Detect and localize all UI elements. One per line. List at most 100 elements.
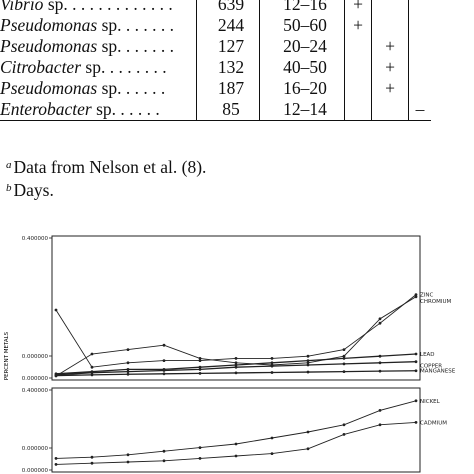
organism-suffix: sp. . . . . . (91, 99, 160, 119)
data-point (306, 354, 310, 358)
data-point (234, 371, 238, 375)
data-point (378, 361, 382, 365)
data-point (126, 453, 130, 457)
data-point (198, 357, 202, 360)
mark-cell-1 (344, 57, 372, 78)
data-point (342, 354, 346, 358)
count-cell: 132 (196, 57, 260, 78)
footnote-a-mark: a (6, 159, 12, 171)
footnote-b-mark: b (6, 182, 12, 194)
series-label: NICKEL (420, 399, 441, 405)
data-point (306, 430, 310, 434)
count-cell: 244 (196, 15, 260, 36)
footnote-b-text: Days. (13, 180, 54, 200)
organism-suffix: sp. . . . . . . (97, 36, 175, 56)
mark-cell-3: – (408, 99, 431, 121)
mark-cell-2: + (371, 78, 409, 99)
mark-cell-1: + (344, 0, 372, 15)
data-point (270, 371, 274, 374)
organism-name: Enterobacter (0, 99, 92, 119)
table-row: Pseudomonas sp. . . . . . 187 16–20 + (0, 78, 431, 99)
series-label: MANGANESE (420, 369, 456, 375)
data-point (342, 433, 346, 436)
data-point (414, 369, 418, 373)
data-point (414, 293, 418, 296)
data-point (306, 359, 310, 362)
table-row: Enterobacter sp. . . . . . 85 12–14– (0, 99, 431, 121)
organism-suffix: sp. . . . . . . (97, 15, 175, 35)
data-point (414, 399, 418, 403)
organism-cell: Enterobacter sp. . . . . . (0, 99, 197, 121)
series-label: LEAD (420, 352, 435, 358)
mark-cell-1 (344, 78, 372, 99)
data-point (54, 308, 58, 312)
organism-table-section: Vibrio sp. . . . . . . . . . . . . 639 12–… (0, 0, 474, 150)
y-tick-label: 0.400000 (22, 388, 49, 394)
count-cell: 127 (196, 36, 260, 57)
data-point (378, 423, 382, 427)
data-point (126, 348, 130, 351)
organism-cell: Pseudomonas sp. . . . . . . (0, 15, 197, 36)
data-point (162, 359, 166, 362)
data-point (414, 421, 418, 424)
data-point (162, 449, 166, 453)
data-point (414, 352, 418, 356)
series-line-zinc (55, 294, 417, 368)
data-point (162, 369, 166, 372)
data-point (162, 372, 166, 376)
data-point (198, 457, 202, 460)
y-tick-label: 0.000000 (22, 446, 49, 452)
data-point (306, 370, 310, 374)
range-cell: 16–20 (259, 78, 345, 99)
range-cell: 50–60 (259, 15, 345, 36)
range-cell: 40–50 (259, 57, 345, 78)
data-point (198, 359, 202, 362)
count-cell: 639 (196, 0, 260, 15)
panel-frame-1 (51, 235, 421, 381)
data-point (378, 409, 382, 412)
data-point (234, 361, 238, 365)
data-point (126, 370, 130, 373)
data-point (414, 295, 418, 299)
organism-name: Pseudomonas (0, 78, 98, 98)
organism-table: Vibrio sp. . . . . . . . . . . . . 639 12–… (0, 0, 431, 121)
panel-frame-2 (51, 387, 421, 473)
table-row: Pseudomonas sp. . . . . . . 127 20–24 + (0, 36, 431, 57)
footnote-a: a Data from Nelson et al. (8). (6, 157, 206, 178)
table-row: Vibrio sp. . . . . . . . . . . . . 639 12–… (0, 0, 431, 15)
mark-cell-1 (344, 36, 372, 57)
data-point (54, 463, 58, 466)
organism-name: Pseudomonas (0, 36, 98, 56)
data-point (234, 363, 238, 367)
mark-cell-1 (344, 99, 372, 121)
data-point (378, 354, 382, 358)
data-point (162, 459, 166, 463)
data-point (54, 374, 58, 377)
table-row: Pseudomonas sp. . . . . . . 244 50–60 + (0, 15, 431, 36)
series-label: ZINC (420, 293, 434, 299)
data-point (270, 436, 274, 440)
data-point (198, 365, 202, 369)
chart-frame: 0.400000 0.000000 0.000000 0.400000 0.000000… (22, 235, 421, 474)
organism-name: Pseudomonas (0, 15, 98, 35)
data-point (90, 455, 94, 459)
data-point (126, 460, 130, 464)
range-cell: 12–16 (259, 0, 345, 15)
y-tick-label: 0.000000 (22, 376, 49, 382)
organism-cell: Pseudomonas sp. . . . . . . (0, 36, 197, 57)
data-point (90, 352, 94, 356)
y-tick-label: 0.000000 (22, 468, 49, 474)
data-point (414, 360, 418, 364)
y-tick-label: 0.000000 (22, 354, 49, 360)
data-point (342, 357, 346, 360)
data-point (270, 361, 274, 365)
table-row: Citrobacter sp. . . . . . . . 132 40–50 + (0, 57, 431, 78)
mark-cell-3 (408, 57, 431, 78)
data-point (90, 365, 94, 369)
organism-cell: Vibrio sp. . . . . . . . . . . . . (0, 0, 197, 15)
footnote-b: b Days. (6, 180, 54, 201)
data-point (378, 321, 382, 325)
data-point (198, 446, 202, 449)
data-point (378, 317, 382, 321)
data-point (162, 343, 166, 347)
